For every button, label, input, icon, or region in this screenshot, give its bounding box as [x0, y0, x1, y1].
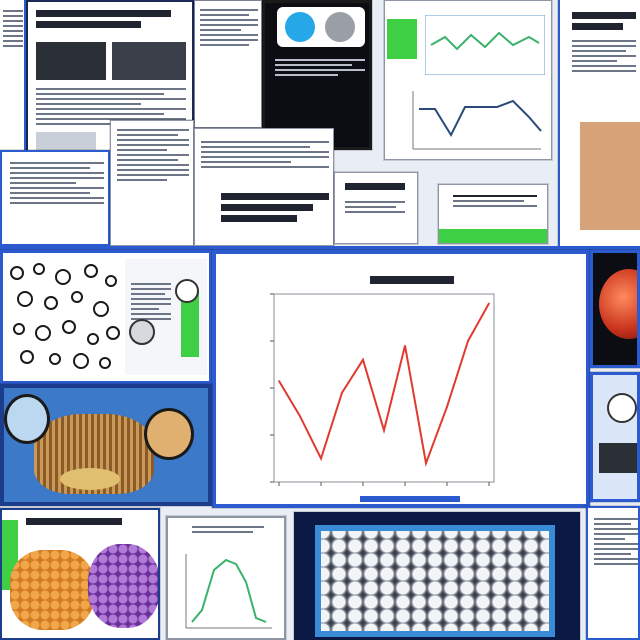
data-point: [446, 406, 448, 408]
body-text: [36, 88, 186, 128]
document-tile-row2-b: [194, 128, 334, 246]
plot-frame: [273, 293, 495, 483]
data-point: [383, 429, 385, 432]
green-accent: [439, 229, 547, 243]
image-tile-fruit: [0, 508, 160, 640]
document-tile-row2-c: [334, 172, 418, 244]
footer-text-placeholder: [360, 496, 460, 502]
document-inset: [125, 259, 207, 375]
document-heading: [36, 10, 186, 32]
data-point: [278, 380, 280, 382]
data-point: [467, 340, 469, 342]
data-point: [404, 344, 406, 347]
series-line: [278, 302, 490, 467]
photo-thumb: [580, 122, 640, 230]
document-tile-row2-a: [110, 120, 194, 246]
mini-line-chart: [412, 91, 542, 150]
mini-line-chart: [185, 554, 272, 629]
document-tile-top-far-right: [558, 0, 640, 248]
mini-line-chart: [425, 15, 545, 75]
tomato-icon: [599, 269, 637, 339]
green-accent: [387, 19, 417, 59]
data-point: [425, 462, 427, 464]
blue-frame: [0, 246, 640, 250]
data-point: [320, 457, 322, 460]
image-tile-insect: [0, 384, 212, 506]
photo-thumb: [112, 42, 186, 80]
image-tile-cells: [294, 512, 580, 640]
document-tile-row2-left: [0, 150, 110, 246]
chart-tile-top-right: [384, 0, 552, 160]
image-tile-microscopy: [0, 250, 212, 384]
image-tile-bug: [590, 372, 640, 502]
photo-thumb: [36, 42, 106, 80]
cell-grid-icon: [315, 525, 555, 637]
photo-thumb: [277, 7, 365, 47]
chart-tile-bottom: [166, 516, 286, 640]
data-point: [362, 359, 364, 361]
data-point: [341, 391, 343, 394]
document-tile-bottom-right: [586, 506, 640, 640]
main-line-chart: [270, 293, 495, 486]
data-point: [488, 302, 490, 305]
grape-icon: [88, 544, 158, 628]
chart-title-placeholder: [370, 276, 454, 284]
document-tile-row2-d: [438, 184, 548, 244]
body-text: [275, 59, 365, 79]
image-tile-dark: [262, 0, 372, 150]
fruit-cluster: [10, 550, 94, 630]
image-tile-tomato: [590, 250, 640, 368]
document-tile-top-middle: [194, 0, 262, 128]
cell-grid-icon: [5, 259, 123, 375]
data-point: [299, 415, 301, 417]
main-chart-poster: [212, 250, 590, 508]
